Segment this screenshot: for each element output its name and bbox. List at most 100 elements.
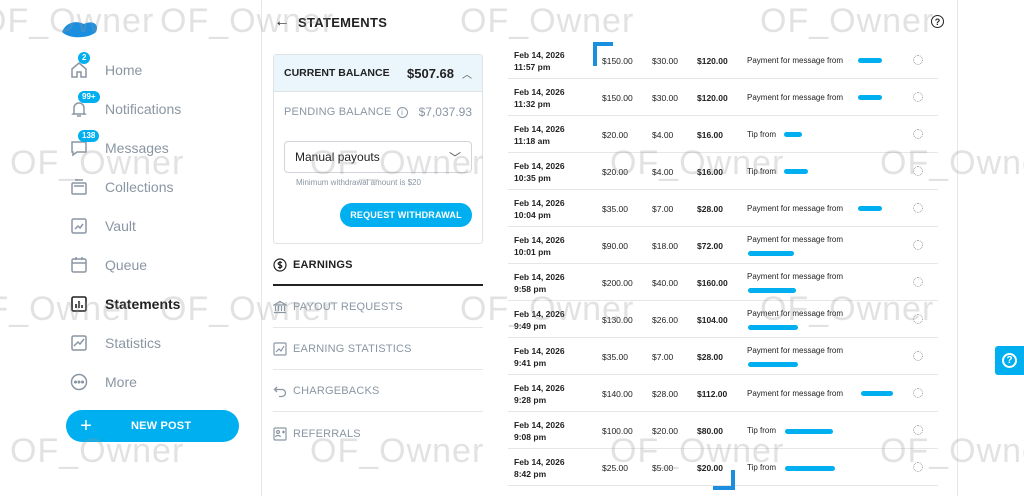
- chevron-up-icon[interactable]: ︿: [462, 69, 472, 81]
- date-text: Feb 14, 2026: [514, 346, 565, 356]
- row-date: Feb 14, 2026 9:58 pm: [514, 271, 565, 295]
- sidebar-item-statistics[interactable]: Statistics: [68, 331, 161, 355]
- menu-item-earnings[interactable]: EARNINGS: [273, 245, 483, 286]
- info-icon[interactable]: i: [396, 106, 408, 118]
- menu-item-label: REFERRALS: [293, 427, 361, 440]
- pending-status-icon[interactable]: [913, 277, 923, 287]
- row-fee: $5.00: [652, 463, 674, 473]
- table-row[interactable]: Feb 14, 2026 11:18 am $20.00 $4.00 $16.00…: [508, 116, 938, 153]
- table-row[interactable]: Feb 14, 2026 8:42 pm $25.00 $5.00 $20.00 …: [508, 449, 938, 486]
- row-net: $20.00: [697, 463, 723, 473]
- row-date: Feb 14, 2026 10:04 pm: [514, 197, 565, 221]
- row-net: $104.00: [697, 315, 728, 325]
- time-text: 10:01 pm: [514, 247, 551, 257]
- sidebar-item-vault[interactable]: Vault: [68, 214, 136, 238]
- redaction-mark: [748, 362, 798, 367]
- row-net: $160.00: [697, 278, 728, 288]
- sidebar-item-label: Home: [105, 62, 143, 78]
- menu-item-label: EARNINGS: [293, 258, 353, 271]
- table-row[interactable]: Feb 14, 2026 11:32 pm $150.00 $30.00 $120…: [508, 79, 938, 116]
- statements-panel: ← STATEMENTS CURRENT BALANCE $507.68 ︿ P…: [263, 0, 505, 496]
- sidebar-item-label: More: [105, 374, 137, 390]
- sidebar-item-collections[interactable]: Collections: [68, 175, 173, 199]
- time-text: 10:04 pm: [514, 210, 551, 220]
- sidebar-item-home[interactable]: 2 Home: [68, 52, 143, 82]
- new-post-button[interactable]: + NEW POST: [66, 410, 239, 442]
- row-amount: $20.00: [602, 130, 628, 140]
- notifications-badge: 99+: [78, 91, 100, 103]
- question-circle-icon[interactable]: ?: [931, 15, 944, 28]
- date-text: Feb 14, 2026: [514, 272, 565, 282]
- help-button[interactable]: ?: [995, 346, 1024, 375]
- table-row[interactable]: Feb 14, 2026 9:58 pm $200.00 $40.00 $160.…: [508, 264, 938, 301]
- time-text: 11:32 pm: [514, 99, 551, 109]
- table-row[interactable]: Feb 14, 2026 9:49 pm $130.00 $26.00 $104.…: [508, 301, 938, 338]
- time-text: 9:28 pm: [514, 395, 547, 405]
- date-text: Feb 14, 2026: [514, 309, 565, 319]
- pending-status-icon[interactable]: [913, 203, 923, 213]
- menu-item-label: CHARGEBACKS: [293, 385, 380, 397]
- sidebar-item-notifications[interactable]: 99+ Notifications: [68, 91, 181, 121]
- redaction-mark: [785, 466, 835, 471]
- table-row[interactable]: Feb 14, 2026 9:41 pm $35.00 $7.00 $28.00 …: [508, 338, 938, 375]
- pending-status-icon[interactable]: [913, 314, 923, 324]
- arrow-left-icon[interactable]: ←: [274, 13, 290, 30]
- time-text: 9:58 pm: [514, 284, 547, 294]
- date-text: Feb 14, 2026: [514, 87, 565, 97]
- row-amount: $35.00: [602, 352, 628, 362]
- pending-status-icon[interactable]: [913, 351, 923, 361]
- menu-item-earning-statistics[interactable]: EARNING STATISTICS: [273, 329, 483, 370]
- line-chart-icon: [68, 332, 90, 354]
- dollar-circle-icon: [273, 257, 287, 272]
- row-fee: $26.00: [652, 315, 678, 325]
- request-withdrawal-button[interactable]: REQUEST WITHDRAWAL: [340, 203, 472, 227]
- sidebar-item-messages[interactable]: 138 Messages: [68, 130, 169, 160]
- payout-method-select[interactable]: Manual payouts ﹀: [284, 141, 472, 173]
- pending-status-icon[interactable]: [913, 55, 923, 65]
- sidebar-item-queue[interactable]: Queue: [68, 253, 147, 277]
- row-date: Feb 14, 2026 9:49 pm: [514, 308, 565, 332]
- row-description: Tip from: [747, 130, 777, 139]
- table-row[interactable]: Feb 14, 2026 11:57 pm $150.00 $30.00 $120…: [508, 42, 938, 79]
- table-row[interactable]: Feb 14, 2026 9:28 pm $140.00 $28.00 $112.…: [508, 375, 938, 412]
- date-text: Feb 14, 2026: [514, 50, 565, 60]
- redaction-mark: [748, 288, 796, 293]
- pending-balance-row: PENDING BALANCE i $7,037.93: [274, 92, 482, 132]
- sidebar-item-statements[interactable]: Statements: [68, 292, 180, 316]
- sidebar-item-label: Messages: [105, 140, 169, 156]
- date-text: Feb 14, 2026: [514, 198, 565, 208]
- pending-status-icon[interactable]: [913, 462, 923, 472]
- table-row[interactable]: Feb 14, 2026 10:04 pm $35.00 $7.00 $28.00…: [508, 190, 938, 227]
- table-row[interactable]: Feb 14, 2026 10:35 pm $20.00 $4.00 $16.00…: [508, 153, 938, 190]
- pending-status-icon[interactable]: [913, 92, 923, 102]
- pending-status-icon[interactable]: [913, 388, 923, 398]
- logo[interactable]: [58, 18, 102, 40]
- table-row[interactable]: Feb 14, 2026 10:01 pm $90.00 $18.00 $72.0…: [508, 227, 938, 264]
- sidebar-item-label: Collections: [105, 179, 174, 195]
- sidebar-item-more[interactable]: More: [68, 370, 137, 394]
- menu-item-payout-requests[interactable]: PAYOUT REQUESTS: [273, 287, 483, 328]
- sidebar-item-label: Vault: [105, 218, 136, 234]
- row-description: Payment for message from: [747, 204, 844, 213]
- time-text: 11:57 pm: [514, 62, 551, 72]
- pending-status-icon[interactable]: [913, 129, 923, 139]
- pending-status-icon[interactable]: [913, 166, 923, 176]
- row-date: Feb 14, 2026 11:32 pm: [514, 86, 565, 110]
- menu-item-chargebacks[interactable]: CHARGEBACKS: [273, 371, 483, 412]
- row-description: Payment for message from: [747, 272, 844, 281]
- current-balance-row[interactable]: CURRENT BALANCE $507.68 ︿: [274, 55, 482, 92]
- pending-status-icon[interactable]: [913, 240, 923, 250]
- date-text: Feb 14, 2026: [514, 383, 565, 393]
- pending-balance-label: PENDING BALANCE: [284, 106, 392, 118]
- pending-status-icon[interactable]: [913, 425, 923, 435]
- row-net: $16.00: [697, 167, 723, 177]
- collections-icon: [68, 176, 90, 198]
- table-row[interactable]: Feb 14, 2026 9:08 pm $100.00 $20.00 $80.0…: [508, 412, 938, 449]
- row-date: Feb 14, 2026 10:01 pm: [514, 234, 565, 258]
- row-net: $120.00: [697, 56, 728, 66]
- chevron-down-icon: ﹀: [448, 150, 461, 165]
- row-net: $120.00: [697, 93, 728, 103]
- chart-icon: [273, 342, 287, 356]
- row-description: Payment for message from: [747, 309, 844, 318]
- menu-item-referrals[interactable]: REFERRALS: [273, 413, 483, 454]
